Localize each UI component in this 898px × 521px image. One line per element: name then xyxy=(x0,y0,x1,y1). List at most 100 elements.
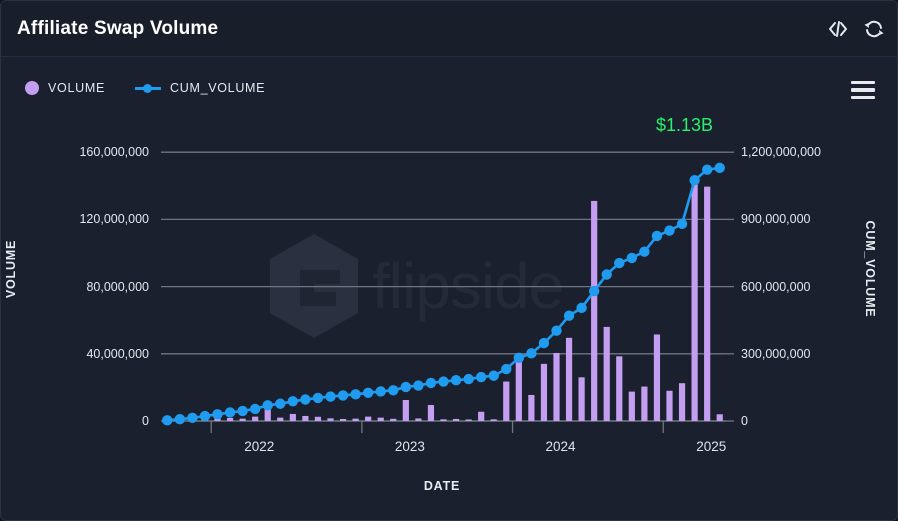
line-data-point[interactable] xyxy=(551,325,562,336)
line-data-point[interactable] xyxy=(350,389,361,400)
line-data-point[interactable] xyxy=(639,246,650,257)
bar[interactable] xyxy=(239,418,246,421)
line-data-point[interactable] xyxy=(689,175,700,186)
bar[interactable] xyxy=(515,358,522,421)
line-data-point[interactable] xyxy=(212,409,223,420)
line-data-point[interactable] xyxy=(337,390,349,401)
watermark-text: flipside xyxy=(372,250,564,322)
line-data-point[interactable] xyxy=(400,381,412,393)
line-data-point[interactable] xyxy=(513,352,525,364)
line-data-point[interactable] xyxy=(664,225,675,236)
bar[interactable] xyxy=(553,352,560,421)
bar[interactable] xyxy=(352,418,359,421)
y-tick-label-left: 0 xyxy=(142,414,149,428)
line-data-point[interactable] xyxy=(701,164,713,175)
line-data-point[interactable] xyxy=(388,385,399,396)
line-data-point[interactable] xyxy=(425,377,437,389)
line-data-point[interactable] xyxy=(249,403,261,415)
line-data-point[interactable] xyxy=(287,396,299,407)
bar[interactable] xyxy=(478,411,485,421)
line-data-point[interactable] xyxy=(300,394,311,405)
line-data-point[interactable] xyxy=(576,302,587,314)
y-tick-label-left: 120,000,000 xyxy=(79,212,149,227)
line-data-point[interactable] xyxy=(538,337,550,349)
line-data-point[interactable] xyxy=(614,257,625,269)
bar[interactable] xyxy=(540,363,548,421)
bar[interactable] xyxy=(377,417,384,421)
bar[interactable] xyxy=(189,419,196,421)
bar[interactable] xyxy=(214,418,221,421)
line-data-point[interactable] xyxy=(501,363,512,375)
card-header: Affiliate Swap Volume xyxy=(1,1,897,57)
line-data-point[interactable] xyxy=(588,285,600,297)
line-data-point[interactable] xyxy=(375,386,386,397)
line-data-point[interactable] xyxy=(626,252,638,264)
bar[interactable] xyxy=(641,386,648,421)
line-data-point[interactable] xyxy=(312,392,324,404)
line-data-point[interactable] xyxy=(450,375,462,386)
bar[interactable] xyxy=(704,186,711,421)
legend-item-cum-volume[interactable]: CUM_VOLUME xyxy=(135,81,265,95)
line-data-point[interactable] xyxy=(199,410,211,422)
bar[interactable] xyxy=(440,419,447,421)
legend-item-volume[interactable]: VOLUME xyxy=(25,81,105,95)
bar[interactable] xyxy=(365,416,372,421)
line-data-point[interactable] xyxy=(174,414,186,425)
bar[interactable] xyxy=(591,200,598,421)
bar[interactable] xyxy=(302,415,309,421)
line-data-point[interactable] xyxy=(237,405,248,417)
line-data-point[interactable] xyxy=(187,412,198,424)
refresh-icon[interactable] xyxy=(863,19,885,39)
line-data-point[interactable] xyxy=(651,230,663,242)
line-data-point[interactable] xyxy=(325,391,336,402)
bar[interactable] xyxy=(578,377,585,421)
bar[interactable] xyxy=(164,419,171,422)
hamburger-menu-icon[interactable] xyxy=(851,81,875,99)
line-data-point[interactable] xyxy=(563,310,575,321)
bar[interactable] xyxy=(528,394,535,421)
line-data-point[interactable] xyxy=(362,387,374,398)
bar[interactable] xyxy=(678,383,686,421)
bar[interactable] xyxy=(503,381,510,421)
line-data-point[interactable] xyxy=(488,370,499,381)
bar[interactable] xyxy=(289,413,296,421)
bar[interactable] xyxy=(327,418,334,421)
bar[interactable] xyxy=(415,418,422,421)
line-data-point[interactable] xyxy=(162,415,173,426)
code-icon[interactable] xyxy=(827,20,849,38)
bar[interactable] xyxy=(226,417,234,421)
bar[interactable] xyxy=(565,337,573,421)
line-data-point[interactable] xyxy=(601,269,612,280)
line-data-point[interactable] xyxy=(463,373,474,385)
bar[interactable] xyxy=(452,418,460,421)
bar[interactable] xyxy=(616,356,623,421)
line-data-point[interactable] xyxy=(714,162,725,174)
bar[interactable] xyxy=(691,178,698,421)
bar[interactable] xyxy=(402,400,409,421)
bar[interactable] xyxy=(252,416,259,421)
bar[interactable] xyxy=(390,418,397,421)
line-data-point[interactable] xyxy=(275,398,286,409)
bar[interactable] xyxy=(666,390,673,421)
bar[interactable] xyxy=(603,326,610,421)
bar[interactable] xyxy=(277,417,284,421)
line-data-point[interactable] xyxy=(262,400,273,411)
bar[interactable] xyxy=(716,414,723,421)
bar[interactable] xyxy=(176,419,183,422)
line-data-point[interactable] xyxy=(475,371,487,383)
bar[interactable] xyxy=(490,419,497,421)
line-data-point[interactable] xyxy=(676,218,688,230)
line-data-point[interactable] xyxy=(438,376,449,387)
line-data-point[interactable] xyxy=(224,407,236,418)
flipside-watermark: flipside xyxy=(266,226,646,346)
bar[interactable] xyxy=(264,401,271,421)
bar[interactable] xyxy=(628,391,635,421)
bar[interactable] xyxy=(465,419,472,421)
bar[interactable] xyxy=(653,334,661,421)
line-data-point[interactable] xyxy=(526,348,537,359)
bar[interactable] xyxy=(427,405,435,421)
bar[interactable] xyxy=(314,416,322,421)
line-data-point[interactable] xyxy=(413,380,424,391)
bar[interactable] xyxy=(339,418,347,421)
bar[interactable] xyxy=(201,418,209,421)
